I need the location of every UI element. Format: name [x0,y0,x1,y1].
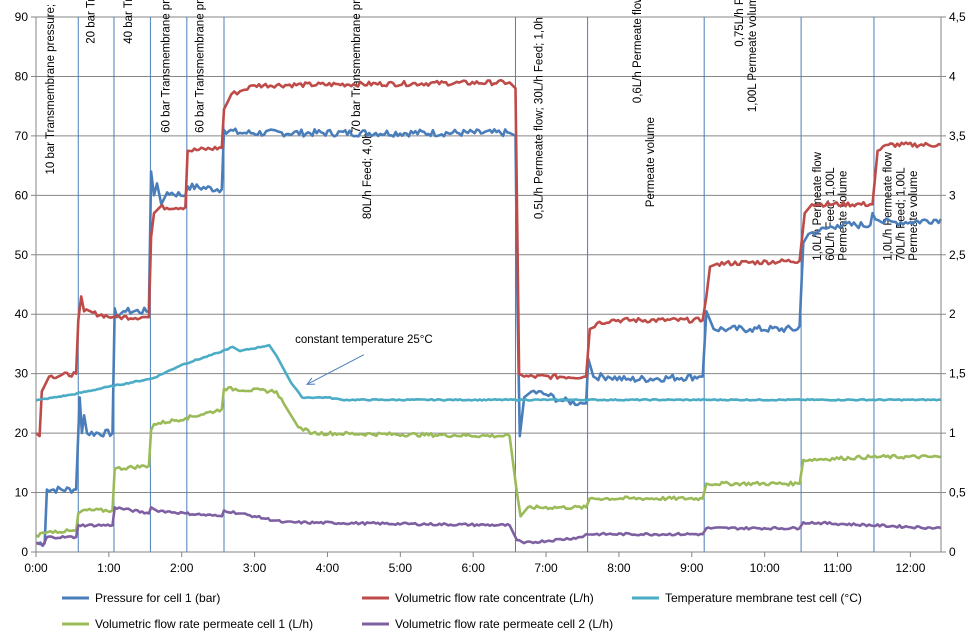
y-left-tick-label: 50 [15,248,29,262]
legend-label: Volumetric flow rate concentrate (L/h) [395,591,594,605]
legend-label: Volumetric flow rate permeate cell 2 (L/… [395,617,613,631]
x-tick-label: 6:00 [462,561,486,575]
y-left-tick-label: 90 [15,10,29,24]
y-right-tick-label: 1,5 [949,367,966,381]
y-left-tick-label: 40 [15,307,29,321]
callout-text: constant temperature 25°C [295,334,433,346]
x-tick-label: 4:00 [316,561,340,575]
y-right-tick-label: 4,5 [949,10,966,24]
phase-annotation: 0,75L/h Permeate flow; 50L/h Feed; [734,0,746,47]
y-right-tick-label: 4 [949,69,956,83]
phase-annotation: Permeate volume [908,171,920,261]
phase-annotation: 10 bar Transmembrane pressure; 30L/h Fee… [45,0,57,175]
y-right-tick-label: 1 [949,426,956,440]
y-right-tick-label: 2 [949,307,956,321]
phase-annotation: 60 bar Transmembrane pressure; 60L/h Fee… [160,0,172,133]
x-tick-label: 1:00 [97,561,121,575]
phase-annotation: 40 bar Transmembrane pressure; 40L/h Fee… [123,0,135,44]
legend-label: Pressure for cell 1 (bar) [95,591,220,605]
phase-annotation: 70L/h Feed; 1,00L [896,167,908,261]
legend: Pressure for cell 1 (bar) Volumetric flow… [62,591,862,631]
annotations: 10 bar Transmembrane pressure; 30L/h Fee… [45,0,920,261]
series-line [35,343,942,402]
y-right-tick-label: 0 [949,545,956,559]
y-left-tick-label: 30 [15,367,29,381]
x-tick-label: 9:00 [680,561,704,575]
axes: 0 10 20 30 40 50 60 70 80 90 0 0,5 1 1,5 2 2,5 3 3,5 4 4,5 0… [15,10,966,575]
phase-annotation: Permeate volume [645,117,657,207]
y-left-tick-label: 0 [21,545,28,559]
series-line [35,385,942,538]
x-tick-label: 5:00 [389,561,413,575]
y-left-tick-label: 70 [15,129,29,143]
y-left-tick-label: 20 [15,426,29,440]
phase-annotation: 0,6L/h Permeate flow; 40L/h Feed; 1,00L [632,0,644,103]
callout: constant temperature 25°C [295,334,433,385]
phase-annotation: 1,0L/h Permeate flow [882,151,894,260]
x-tick-label: 0:00 [24,561,48,575]
phase-annotation: 60L/h Feed; 1,00L [825,167,837,261]
phase-annotation: 60 bar Transmembrane pressure; 70L/h Fee… [195,0,207,133]
x-tick-label: 7:00 [534,561,558,575]
series-line [35,506,942,547]
y-right-tick-label: 3,5 [949,129,966,143]
y-right-tick-label: 2,5 [949,248,966,262]
x-tick-label: 2:00 [170,561,194,575]
phase-annotation: 20 bar Transmembrane pressure; 40L/h Fee… [85,0,97,44]
x-tick-label: 8:00 [607,561,631,575]
phase-annotation: 70 bar Transmembrane pressure [351,0,363,133]
y-right-tick-label: 3 [949,188,956,202]
phase-annotation: Permeate volume [837,171,849,261]
phase-annotation: 80L/h Feed; 4,0h [362,132,374,219]
y-left-tick-label: 60 [15,188,29,202]
series-line [35,127,943,548]
callout-arrow-line [306,354,365,385]
series-line [35,78,942,438]
x-tick-label: 12:00 [895,561,925,575]
callout-arrow-head [306,377,316,385]
x-tick-label: 11:00 [823,561,852,575]
x-tick-label: 10:00 [750,561,780,575]
series-lines [35,78,943,548]
y-left-tick-label: 80 [15,69,29,83]
legend-label: Volumetric flow rate permeate cell 1 (L/… [95,617,313,631]
x-tick-label: 3:00 [243,561,267,575]
phase-annotation: 1,00L Permeate volume [747,0,759,112]
y-left-tick-label: 10 [15,486,29,500]
phase-annotation: 0,5L/h Permeate flow; 30L/h Feed; 1,0h [533,17,545,219]
y-right-tick-label: 0,5 [949,486,966,500]
legend-label: Temperature membrane test cell (°C) [665,591,862,605]
